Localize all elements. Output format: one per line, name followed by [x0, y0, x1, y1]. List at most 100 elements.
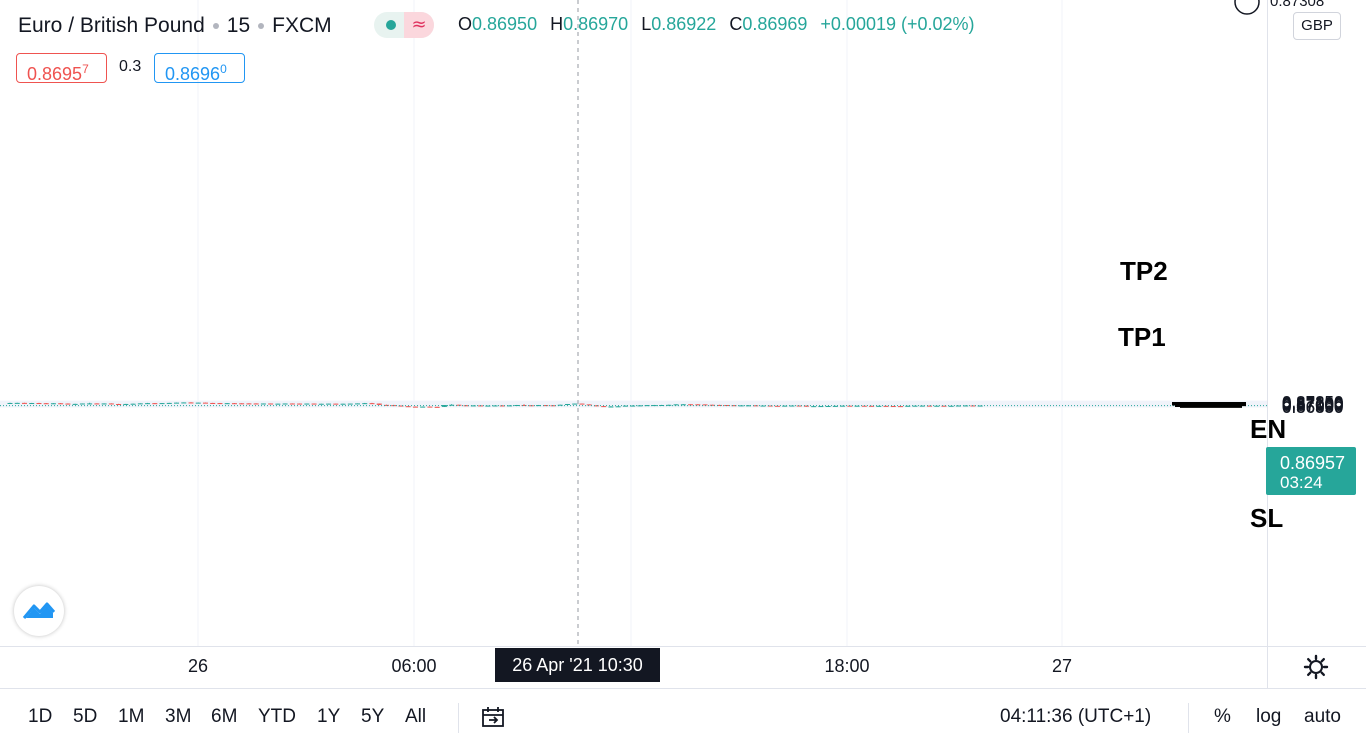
candle-body: [72, 403, 78, 405]
close-label: C: [729, 14, 743, 34]
open-label: O: [458, 14, 473, 34]
range-button-1d[interactable]: 1D: [28, 706, 53, 727]
candle-body: [159, 403, 165, 405]
candle-body: [224, 403, 230, 405]
y-tick-label: 0.87100: [1282, 395, 1343, 414]
percent-scale-toggle[interactable]: %: [1214, 706, 1231, 727]
candle-body: [543, 405, 549, 407]
candle-body: [369, 403, 375, 405]
candle-body: [912, 405, 918, 407]
candle-body: [622, 405, 628, 407]
candle-body: [832, 405, 838, 407]
candle-body: [282, 403, 288, 405]
sell-button[interactable]: 0.86957: [16, 53, 107, 84]
auto-scale-toggle[interactable]: auto: [1304, 706, 1341, 727]
candle-body: [456, 404, 462, 406]
candle-body: [782, 405, 788, 407]
candle-body: [79, 403, 85, 405]
range-button-ytd[interactable]: YTD: [258, 706, 296, 727]
candle-body: [717, 404, 723, 406]
candle-body: [420, 406, 426, 408]
ask-price: 0.8696: [165, 64, 221, 84]
ohlc-legend: O0.86950 H0.86970 L0.86922 C0.86969 +0.0…: [458, 14, 983, 35]
bar-countdown: 03:24: [1280, 473, 1323, 492]
candle-body: [521, 405, 527, 407]
candle-body: [405, 406, 411, 408]
symbol-header[interactable]: Euro / British Pound 15 FXCM: [18, 12, 332, 40]
interval-label[interactable]: 15: [226, 14, 251, 37]
candle-body: [731, 405, 737, 407]
candle-body: [941, 405, 947, 407]
candle-body: [181, 402, 187, 404]
candle-body: [130, 403, 136, 405]
candle-body: [275, 403, 281, 405]
market-status-pill[interactable]: ≈: [374, 12, 434, 38]
candle-body: [43, 403, 49, 405]
range-button-1m[interactable]: 1M: [118, 706, 145, 727]
candle-body: [876, 405, 882, 407]
candle-body: [434, 406, 440, 408]
candle-body: [470, 405, 476, 407]
close-value: 0.86969: [742, 14, 808, 34]
range-button-all[interactable]: All: [405, 706, 427, 727]
candle-body: [579, 403, 585, 405]
candle-body: [29, 403, 35, 405]
high-value: 0.86970: [563, 14, 629, 34]
candle-body: [123, 403, 129, 405]
annotation-tp2: TP2: [1120, 256, 1168, 286]
candle-body: [926, 405, 932, 407]
candle-body: [608, 406, 614, 408]
candle-body: [347, 403, 353, 405]
symbol-name[interactable]: Euro / British Pound: [18, 14, 205, 37]
candle-body: [58, 403, 64, 405]
clock-timezone[interactable]: 04:11:36 (UTC+1): [1000, 706, 1152, 727]
candle-body: [796, 405, 802, 407]
currency-badge[interactable]: GBP: [1293, 12, 1341, 40]
x-tick-label: 27: [1051, 656, 1073, 676]
spread-value: 0.3: [119, 58, 142, 75]
range-button-5d[interactable]: 5D: [73, 706, 98, 727]
candle-body: [166, 402, 172, 404]
candle-body: [659, 405, 665, 406]
x-tick-label: 18:00: [824, 656, 870, 676]
date-range-icon[interactable]: [480, 704, 506, 730]
candle-body: [268, 403, 274, 405]
candle-body: [137, 403, 143, 405]
candle-body: [485, 405, 491, 407]
candle-body: [507, 405, 513, 407]
candle-body: [188, 402, 194, 404]
buy-button[interactable]: 0.86960: [154, 53, 245, 84]
candle-body: [680, 404, 686, 406]
candle-body: [311, 403, 317, 405]
range-button-3m[interactable]: 3M: [165, 706, 192, 727]
candle-body: [753, 405, 759, 407]
candle-body: [955, 405, 961, 407]
candle-body: [536, 405, 542, 407]
separator-dot: [258, 23, 265, 29]
candle-body: [246, 403, 252, 405]
candle-body: [7, 402, 13, 404]
candle-body: [412, 406, 418, 408]
tradingview-logo-button[interactable]: [14, 586, 64, 636]
y-tick-label: 0.87150: [1282, 394, 1343, 413]
last-price: 0.86957: [1280, 453, 1346, 473]
candle-body: [355, 403, 361, 405]
candle-body: [564, 404, 570, 406]
candle-body: [217, 403, 223, 405]
candle-body: [239, 403, 245, 405]
settings-gear-icon[interactable]: [1303, 654, 1329, 680]
crosshair-time-label: 26 Apr '21 10:30: [495, 648, 660, 682]
range-button-6m[interactable]: 6M: [211, 706, 238, 727]
candle-body: [210, 402, 216, 404]
candle-body: [333, 403, 339, 405]
candle-body: [666, 404, 672, 406]
range-button-5y[interactable]: 5Y: [361, 706, 385, 727]
price-chart[interactable]: 0.872500.872000.871500.871000.870500.870…: [0, 0, 1366, 688]
candle-body: [231, 403, 237, 405]
candle-body: [398, 405, 404, 407]
range-button-1y[interactable]: 1Y: [317, 706, 341, 727]
candle-body: [811, 406, 817, 408]
candle-body: [934, 405, 940, 407]
log-scale-toggle[interactable]: log: [1256, 706, 1282, 727]
y-tick-label: 0.87250: [1282, 393, 1343, 412]
